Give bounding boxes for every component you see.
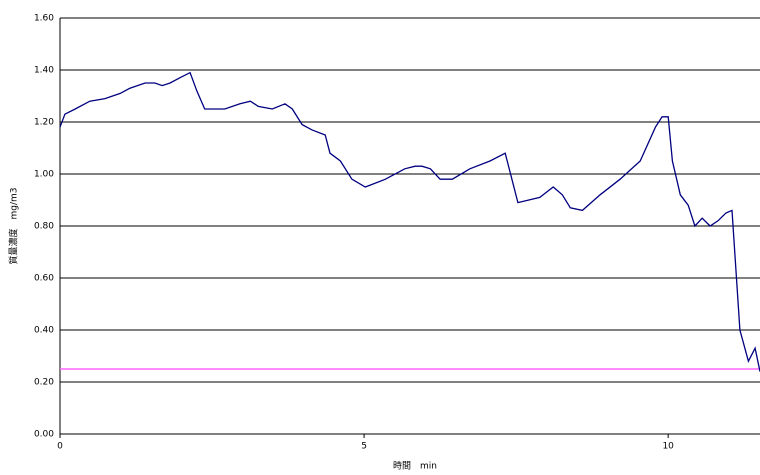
y-tick-label: 1.60 <box>34 14 54 24</box>
y-tick-label: 0.20 <box>34 378 54 388</box>
y-axis-label: 質量濃度 mg/m3 <box>8 187 20 264</box>
x-tick-label: 5 <box>361 442 367 452</box>
y-tick-label: 0.40 <box>34 326 54 336</box>
y-tick-label: 1.00 <box>34 170 54 180</box>
data-line <box>59 71 760 372</box>
x-axis-label: 時間 min <box>393 461 437 472</box>
y-tick-label: 1.40 <box>34 66 54 76</box>
y-tick-label: 0.60 <box>34 274 54 284</box>
x-tick-label: 0 <box>57 442 63 452</box>
y-tick-label: 1.20 <box>34 118 54 128</box>
y-tick-label: 0.80 <box>34 222 54 232</box>
y-tick-label: 0.00 <box>34 430 54 440</box>
x-tick-label: 10 <box>662 442 674 452</box>
